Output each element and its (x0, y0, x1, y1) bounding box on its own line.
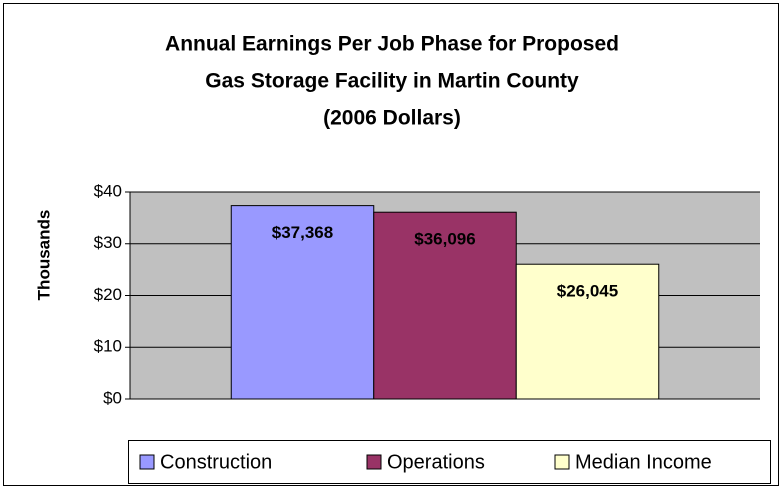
bar (515, 263, 660, 400)
legend (128, 440, 771, 484)
y-tick-label: $0 (103, 388, 122, 407)
data-label: $36,096 (414, 230, 475, 249)
y-tick-label: $20 (94, 285, 122, 304)
legend-swatch (139, 454, 155, 470)
y-axis-label: Thousands (34, 210, 53, 301)
legend-label: Construction (160, 451, 272, 473)
y-tick-label: $40 (94, 181, 122, 200)
legend-swatch (554, 454, 570, 470)
legend-swatch (366, 454, 382, 470)
legend-label: Median Income (575, 451, 712, 473)
legend-label: Operations (387, 451, 485, 473)
data-label: $26,045 (557, 282, 618, 301)
y-tick-label: $30 (94, 233, 122, 252)
chart-title: Gas Storage Facility in Martin County (205, 70, 579, 93)
data-label: $37,368 (272, 223, 333, 242)
chart-title: Annual Earnings Per Job Phase for Propos… (165, 33, 619, 56)
chart-title: (2006 Dollars) (323, 107, 461, 130)
bar (230, 205, 375, 400)
y-tick-label: $10 (94, 337, 122, 356)
